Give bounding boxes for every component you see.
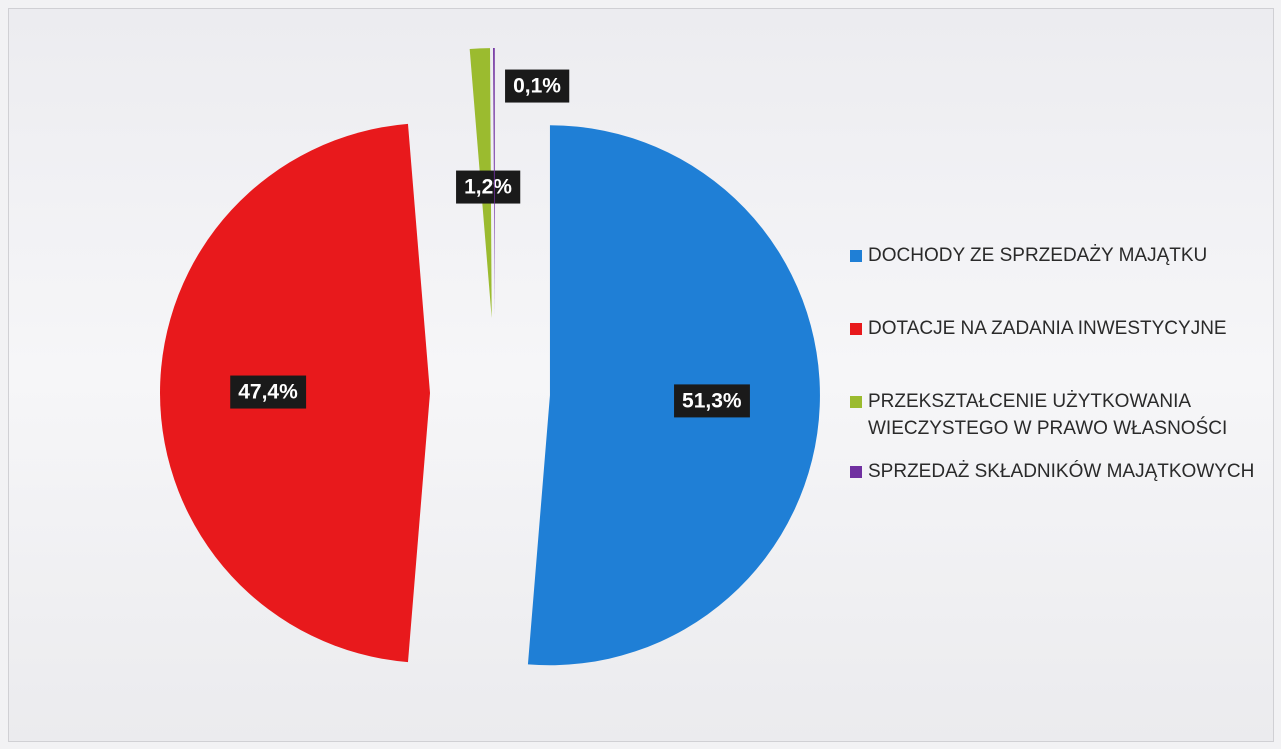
data-label-box bbox=[674, 384, 750, 418]
legend-swatch bbox=[850, 466, 862, 478]
data-label-text: 0,1% bbox=[513, 75, 561, 98]
data-label-box bbox=[230, 375, 307, 409]
data-label: 51,3% bbox=[674, 384, 750, 418]
legend-item: SPRZEDAŻ SKŁADNIKÓW MAJĄTKOWYCH bbox=[850, 458, 1262, 485]
pie-slice bbox=[527, 125, 820, 666]
legend-label: PRZEKSZTAŁCENIE UŻYTKOWANIA WIECZYSTEGO … bbox=[868, 391, 1228, 439]
legend-swatch bbox=[850, 323, 862, 335]
data-label: 0,1% bbox=[505, 69, 570, 103]
legend-item: PRZEKSZTAŁCENIE UŻYTKOWANIA WIECZYSTEGO … bbox=[850, 388, 1262, 442]
legend-label: SPRZEDAŻ SKŁADNIKÓW MAJĄTKOWYCH bbox=[868, 461, 1255, 482]
legend-item: DOCHODY ZE SPRZEDAŻY MAJĄTKU bbox=[850, 242, 1262, 269]
data-label: 1,2% bbox=[456, 170, 521, 204]
data-label-box bbox=[456, 170, 521, 204]
data-label-text: 1,2% bbox=[464, 176, 512, 199]
data-label: 47,4% bbox=[230, 375, 307, 409]
legend-label: DOTACJE NA ZADANIA INWESTYCYJNE bbox=[868, 318, 1227, 339]
data-label-text: 47,4% bbox=[238, 381, 298, 404]
pie-slice bbox=[493, 48, 495, 319]
legend: DOCHODY ZE SPRZEDAŻY MAJĄTKU DOTACJE NA Z… bbox=[850, 242, 1262, 485]
legend-label: DOCHODY ZE SPRZEDAŻY MAJĄTKU bbox=[868, 245, 1208, 266]
legend-swatch bbox=[850, 250, 862, 262]
data-label-box bbox=[505, 69, 570, 103]
legend-item: DOTACJE NA ZADANIA INWESTYCYJNE bbox=[850, 315, 1262, 342]
data-label-text: 51,3% bbox=[682, 389, 742, 412]
legend-swatch bbox=[850, 396, 862, 408]
